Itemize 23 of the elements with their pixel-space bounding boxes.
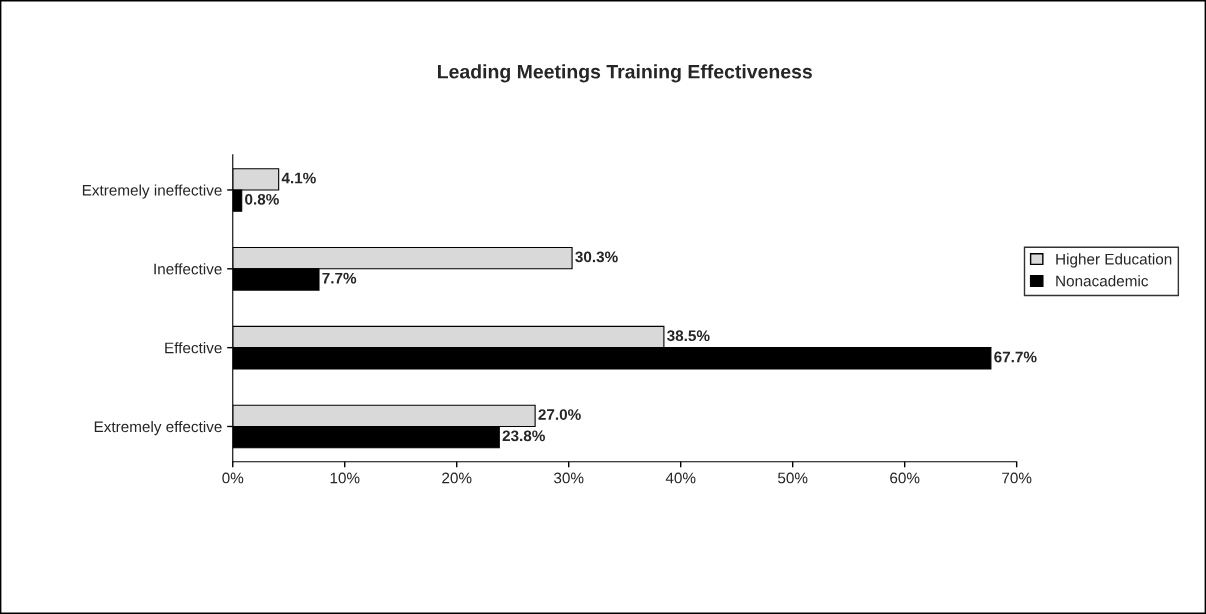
data-label: 0.8% (245, 193, 279, 205)
x-tick-label: 60% (890, 472, 920, 484)
data-label: 30.3% (575, 251, 618, 263)
y-tick-label: Ineffective (154, 263, 222, 275)
data-label: 38.5% (667, 330, 710, 342)
x-tick-label: 70% (1002, 472, 1032, 484)
data-label: 27.0% (538, 409, 581, 420)
x-tick-label: 20% (442, 472, 472, 484)
data-label: 7.7% (322, 272, 357, 284)
legend-label: Nonacademic (1056, 275, 1149, 287)
data-label: 67.7% (994, 351, 1037, 363)
x-tick-label: 40% (665, 472, 696, 484)
y-tick-label: Extremely effective (94, 420, 222, 436)
chart-title: Leading Meetings Training Effectiveness (438, 64, 812, 83)
y-tick-label: Effective (165, 342, 222, 354)
data-label: 4.1% (281, 172, 316, 184)
legend-label: Higher Education (1056, 253, 1172, 268)
data-label: 23.8% (502, 430, 545, 442)
x-tick-label: 10% (330, 472, 360, 484)
x-tick-label: 50% (778, 472, 808, 484)
y-tick-label: Extremely ineffective (82, 184, 222, 199)
x-tick-label: 30% (554, 472, 584, 484)
x-tick-label: 0% (222, 472, 244, 484)
